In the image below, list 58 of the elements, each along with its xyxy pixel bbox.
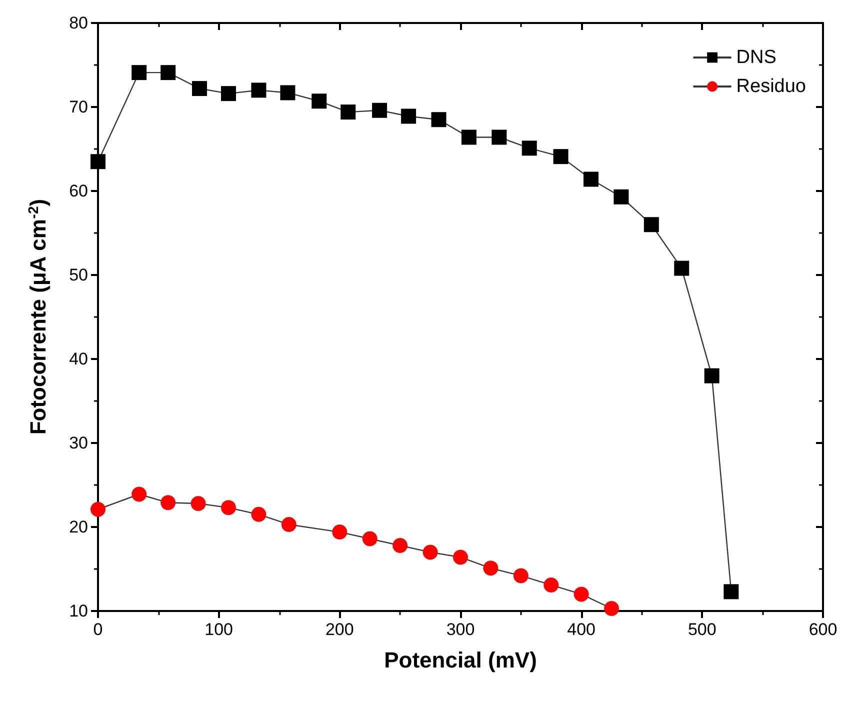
point — [724, 584, 739, 600]
y-tick-label: 60 — [69, 182, 88, 200]
point — [190, 496, 206, 511]
point — [280, 85, 296, 100]
y-tick-label: 80 — [69, 14, 88, 32]
point — [574, 586, 589, 602]
y-tick-label: 50 — [69, 266, 88, 284]
y-tick-label: 20 — [69, 518, 88, 536]
legend-label: Residuo — [736, 76, 806, 97]
point — [461, 130, 476, 145]
y-tick-label: 40 — [69, 350, 88, 368]
point — [90, 502, 106, 517]
point — [160, 65, 176, 80]
point — [362, 531, 378, 546]
point — [281, 516, 296, 532]
y-tick-label: 10 — [69, 602, 88, 620]
x-tick-label: 300 — [446, 620, 475, 639]
point — [553, 149, 568, 164]
point — [251, 506, 266, 522]
y-tick-label: 30 — [69, 434, 88, 452]
point — [513, 568, 528, 584]
x-tick-label: 500 — [688, 620, 716, 639]
point — [340, 104, 356, 120]
point — [132, 486, 147, 502]
x-tick-label: 0 — [93, 620, 103, 639]
x-tick-label: 400 — [567, 620, 596, 639]
x-tick-label: 100 — [204, 620, 234, 639]
point — [392, 538, 408, 553]
point — [312, 94, 327, 109]
point — [522, 140, 537, 156]
point — [492, 130, 507, 145]
point — [90, 154, 106, 170]
point — [192, 81, 207, 96]
point — [132, 65, 147, 80]
point — [332, 524, 348, 540]
point — [604, 600, 620, 616]
x-tick-label: 200 — [325, 620, 354, 639]
point — [453, 550, 468, 565]
point — [372, 102, 388, 118]
point — [614, 189, 629, 204]
point — [422, 544, 438, 560]
point — [483, 560, 498, 576]
point — [704, 368, 720, 384]
x-tick-label: 600 — [808, 620, 838, 639]
point — [221, 500, 236, 516]
point — [401, 108, 416, 124]
point — [221, 86, 236, 102]
x-axis-title: Potencial (mV) — [384, 648, 537, 672]
point — [674, 260, 690, 276]
y-tick-label: 70 — [69, 98, 88, 116]
point — [251, 82, 266, 98]
point — [431, 112, 446, 128]
point — [160, 495, 176, 510]
legend-label: DNS — [736, 47, 776, 68]
point — [584, 172, 598, 187]
y-axis-title: Fotocorrente (μA cm-2) — [25, 198, 50, 435]
point — [544, 577, 559, 592]
point — [644, 217, 659, 232]
